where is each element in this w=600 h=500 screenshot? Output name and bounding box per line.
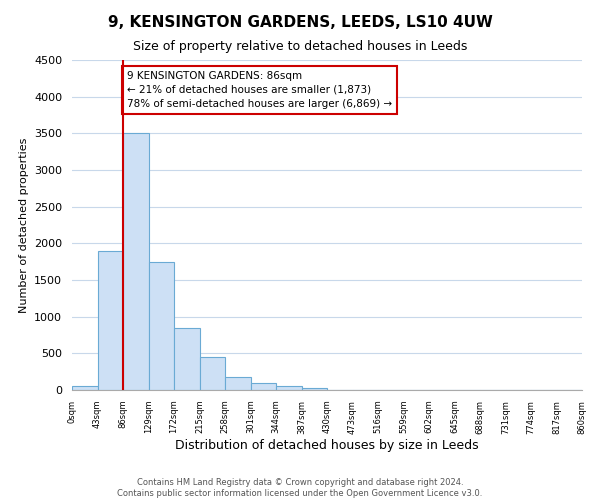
Bar xyxy=(97,250,123,390)
Bar xyxy=(251,384,276,390)
Bar xyxy=(302,388,327,390)
Bar xyxy=(199,357,225,390)
Bar xyxy=(225,377,251,390)
Text: Contains HM Land Registry data © Crown copyright and database right 2024.
Contai: Contains HM Land Registry data © Crown c… xyxy=(118,478,482,498)
Text: Size of property relative to detached houses in Leeds: Size of property relative to detached ho… xyxy=(133,40,467,53)
X-axis label: Distribution of detached houses by size in Leeds: Distribution of detached houses by size … xyxy=(175,440,479,452)
Text: 9 KENSINGTON GARDENS: 86sqm
← 21% of detached houses are smaller (1,873)
78% of : 9 KENSINGTON GARDENS: 86sqm ← 21% of det… xyxy=(127,71,392,109)
Bar xyxy=(276,386,302,390)
Bar xyxy=(174,328,199,390)
Bar xyxy=(123,134,149,390)
Text: 9, KENSINGTON GARDENS, LEEDS, LS10 4UW: 9, KENSINGTON GARDENS, LEEDS, LS10 4UW xyxy=(107,15,493,30)
Y-axis label: Number of detached properties: Number of detached properties xyxy=(19,138,29,312)
Bar xyxy=(72,386,97,390)
Bar xyxy=(149,262,174,390)
